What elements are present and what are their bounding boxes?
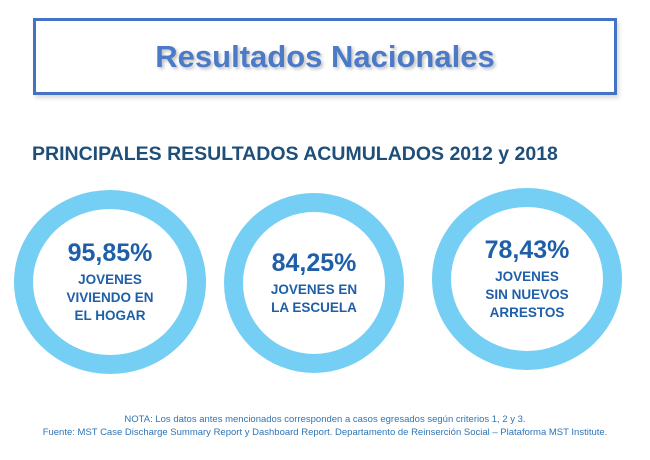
source-note: Fuente: MST Case Discharge Summary Repor… xyxy=(42,427,608,438)
section-subtitle: PRINCIPALES RESULTADOS ACUMULADOS 2012 y… xyxy=(32,143,558,165)
stat-circle-home: 95,85% JOVENES VIVIENDO EN EL HOGAR xyxy=(14,190,206,374)
stat-label: JOVENES VIVIENDO EN EL HOGAR xyxy=(66,272,154,323)
page-title: Resultados Nacionales xyxy=(155,38,495,74)
stat-percent: 95,85% xyxy=(67,238,153,267)
stat-label: JOVENES EN LA ESCUELA xyxy=(270,282,358,315)
stat-percent: 78,43% xyxy=(484,235,570,264)
stat-circle-arrests: 78,43% JOVENES SIN NUEVOS ARRESTOS xyxy=(432,188,622,370)
title-banner: Resultados Nacionales xyxy=(33,18,617,95)
stat-label: JOVENES SIN NUEVOS ARRESTOS xyxy=(485,269,569,320)
footnote: NOTA: Los datos antes mencionados corres… xyxy=(124,414,526,425)
stat-percent: 84,25% xyxy=(271,248,357,277)
stat-circle-school: 84,25% JOVENES EN LA ESCUELA xyxy=(224,193,404,373)
